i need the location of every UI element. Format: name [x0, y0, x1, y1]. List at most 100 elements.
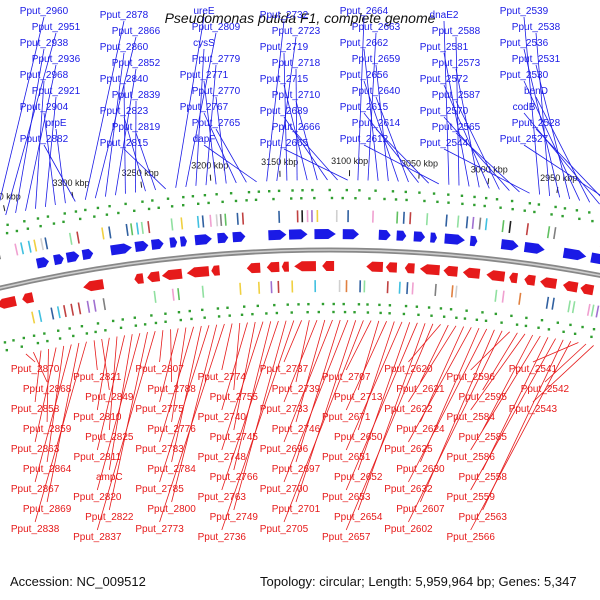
reverse-leader-line [171, 325, 202, 463]
reverse-leader-line [470, 333, 526, 411]
feature-dot-outer [563, 207, 567, 210]
function-strip-forward [125, 223, 129, 236]
reverse-leader-line [283, 320, 364, 523]
reverse-gene-label: Pput_2807 [135, 364, 184, 375]
feature-dot-inner [134, 324, 138, 327]
feature-dot-inner [321, 302, 325, 306]
forward-gene-label: Pput_2815 [100, 138, 149, 149]
feature-dot-inner [366, 303, 369, 306]
forward-gene-label: codB [513, 102, 536, 113]
reverse-leader-line [345, 322, 418, 491]
feature-dot-outer [197, 202, 200, 205]
reverse-gene-arrow [563, 281, 579, 293]
scale-tick [487, 178, 490, 185]
reverse-leader-line [171, 324, 218, 503]
forward-gene-label: Pput_2612 [340, 134, 389, 145]
feature-dot-inner [119, 326, 123, 330]
forward-gene-arrow [523, 242, 545, 254]
feature-dot-outer [191, 195, 195, 198]
feature-dot-outer [215, 193, 218, 196]
function-strip-forward [44, 237, 49, 250]
forward-gene-label: Pput_2581 [420, 42, 469, 53]
feature-dot-inner [540, 318, 544, 322]
feature-dot-inner [3, 341, 7, 344]
function-strip-reverse [518, 292, 522, 305]
feature-dot-outer [328, 188, 331, 192]
forward-leader-line [443, 52, 470, 187]
forward-gene-label: Pput_2904 [20, 102, 69, 113]
reverse-leader-line [46, 342, 80, 503]
feature-dot-inner [455, 316, 458, 319]
forward-leader-line [363, 48, 379, 181]
reverse-leader-line [159, 325, 210, 483]
function-strip-forward [525, 223, 529, 236]
forward-gene-arrow [53, 254, 64, 266]
forward-leader-line [375, 64, 389, 182]
feature-dot-inner [343, 310, 347, 314]
forward-gene-label: Pput_2662 [340, 38, 389, 49]
function-strip-reverse [567, 300, 571, 313]
forward-gene-label: Pput_2527 [500, 134, 549, 145]
forward-gene-label: Pput_2866 [112, 26, 161, 37]
forward-leader-line [443, 84, 490, 189]
forward-gene-label: Pput_2663 [352, 22, 401, 33]
forward-gene-label: Pput_2951 [32, 22, 81, 33]
reverse-gene-label: Pput_2763 [198, 492, 247, 503]
feature-dot-outer [405, 198, 408, 202]
feature-dot-inner [228, 314, 231, 317]
forward-gene-label: Pput_2718 [272, 58, 321, 69]
feature-dot-outer [170, 205, 174, 208]
forward-leader-line [105, 52, 125, 197]
feature-dot-outer [291, 189, 294, 192]
forward-leader-line [523, 144, 600, 196]
function-strip-forward [196, 215, 200, 228]
forward-gene-arrow [268, 229, 287, 241]
feature-dot-inner [306, 310, 309, 314]
function-strip-reverse [171, 288, 175, 301]
forward-leader-line [535, 32, 550, 197]
reverse-gene-label: Pput_2563 [459, 512, 508, 523]
forward-leader-line [203, 144, 257, 183]
feature-dot-inner [46, 339, 49, 343]
feature-dot-outer [268, 190, 271, 193]
function-strip-reverse [454, 285, 458, 298]
function-strip-reverse [201, 285, 205, 298]
forward-leader-line [203, 80, 217, 185]
reverse-gene-label: Pput_2650 [334, 432, 383, 443]
reverse-leader-line [357, 321, 395, 431]
reverse-leader-line [544, 343, 587, 383]
reverse-gene-label: Pput_2595 [459, 392, 508, 403]
forward-gene-label: Pput_2723 [272, 26, 321, 37]
feature-dot-inner [57, 329, 60, 332]
feature-dot-inner [430, 314, 433, 317]
function-strip-forward [130, 223, 134, 236]
function-strip-reverse [153, 290, 157, 303]
forward-gene-arrow [169, 237, 178, 248]
reverse-gene-arrow [540, 277, 558, 289]
function-strip-forward [553, 227, 557, 240]
reverse-gene-label: Pput_2822 [85, 512, 134, 523]
reverse-gene-label: Pput_2748 [198, 452, 247, 463]
forward-leader-line [203, 112, 237, 184]
forward-leader-line [0, 16, 45, 202]
feature-dot-outer [229, 192, 233, 195]
function-strip-reverse [56, 306, 61, 319]
feature-dot-outer [436, 200, 439, 204]
forward-leader-line [367, 32, 377, 181]
reverse-gene-label: Pput_2838 [11, 524, 60, 535]
function-strip-forward [201, 215, 205, 228]
reverse-leader-line [159, 326, 194, 443]
forward-leader-line [115, 68, 137, 196]
feature-dot-inner [251, 312, 254, 316]
feature-dot-inner [592, 327, 596, 331]
reverse-gene-arrow [385, 262, 398, 273]
forward-gene-label: Pput_2809 [192, 22, 241, 33]
forward-gene-label: Pput_2968 [20, 70, 69, 81]
feature-dot-inner [569, 323, 572, 327]
feature-dot-inner [524, 324, 528, 328]
reverse-leader-line [221, 320, 295, 531]
function-strip-forward [456, 215, 460, 228]
reverse-leader-line [283, 319, 318, 403]
feature-dot-outer [404, 190, 407, 194]
feature-dot-inner [417, 313, 420, 317]
